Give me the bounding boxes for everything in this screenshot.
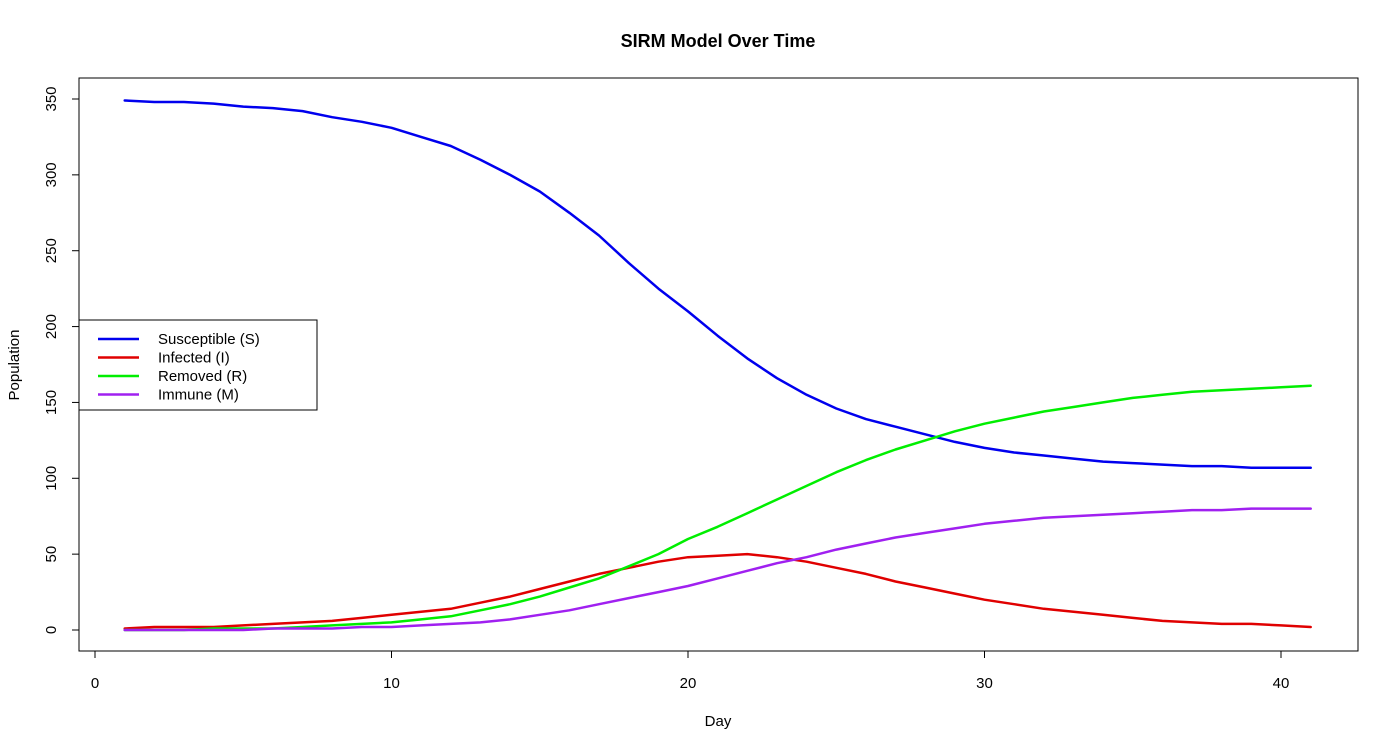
- legend-label: Infected (I): [158, 350, 230, 367]
- legend-label: Susceptible (S): [158, 331, 260, 348]
- y-tick-label: 350: [43, 86, 60, 111]
- series-line: [123, 384, 1312, 632]
- y-tick-label: 200: [43, 314, 60, 339]
- series-line: [123, 552, 1312, 630]
- x-axis-label: Day: [705, 713, 732, 730]
- y-tick-label: 250: [43, 238, 60, 263]
- x-tick-label: 10: [383, 675, 400, 692]
- series-lines: [123, 99, 1312, 632]
- legend: Susceptible (S) Infected (I)Removed (R) Im…: [78, 319, 318, 411]
- y-tick-label: 50: [43, 546, 60, 563]
- x-tick-label: 0: [91, 675, 99, 692]
- y-axis: 0 50 100 150 200 250 300 350: [43, 86, 80, 634]
- legend-label: Immune (M): [158, 387, 239, 404]
- x-tick-label: 30: [976, 675, 993, 692]
- y-tick-label: 0: [43, 626, 60, 634]
- chart-title: SIRM Model Over Time: [621, 31, 816, 51]
- x-axis: 0 10 20 30 40: [91, 650, 1290, 692]
- series-line: [123, 99, 1312, 469]
- y-tick-label: 100: [43, 466, 60, 491]
- y-tick-label: 300: [43, 162, 60, 187]
- x-tick-label: 40: [1273, 675, 1290, 692]
- y-axis-label: Population: [6, 330, 23, 401]
- x-tick-label: 20: [680, 675, 697, 692]
- y-tick-label: 150: [43, 390, 60, 415]
- legend-label: Removed (R): [158, 368, 247, 385]
- series-line: [123, 507, 1312, 632]
